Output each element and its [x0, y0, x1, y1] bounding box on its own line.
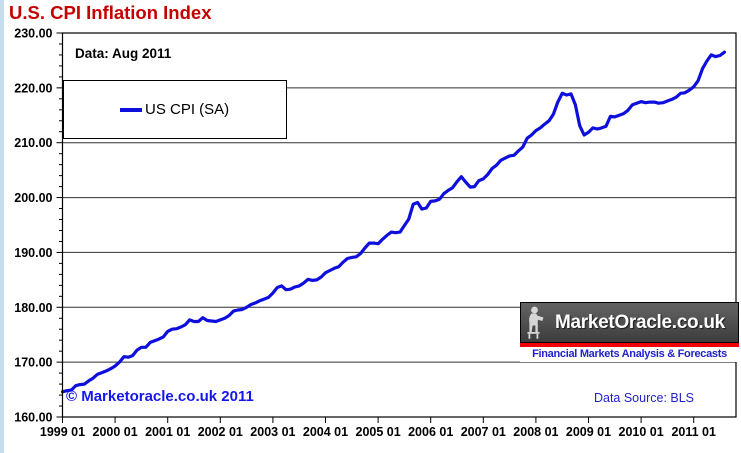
y-tick-label: 230.00: [14, 27, 52, 41]
data-source-label: Data Source: BLS: [593, 391, 695, 405]
y-tick-label: 180.00: [14, 301, 52, 315]
y-gridlines: [62, 87, 736, 363]
chart-title: U.S. CPI Inflation Index: [9, 2, 212, 23]
x-tick-label: 2001 01: [145, 425, 190, 439]
logo-tagline: Financial Markets Analysis & Forecasts: [520, 347, 739, 362]
y-tick-labels: 230.00 220.00 210.00 200.00 190.00 180.00 170.…: [14, 27, 52, 425]
copyright-text: © Marketoracle.co.uk 2011: [66, 388, 254, 405]
data-note: Data: Aug 2011: [75, 46, 172, 61]
logo-site-name: MarketOracle.co.uk: [555, 311, 725, 333]
y-tick-label: 170.00: [14, 356, 52, 370]
y-tick-label: 190.00: [14, 246, 52, 260]
axis-frame: [61, 32, 737, 418]
x-tick-label: 2008 01: [513, 425, 558, 439]
x-ticks: [62, 417, 695, 423]
y-ticks: [56, 32, 63, 418]
y-tick-label: 220.00: [14, 81, 52, 95]
oracle-figure-icon: [527, 306, 544, 339]
legend-line-sample-icon: [120, 107, 142, 112]
x-tick-label: 2009 01: [566, 425, 611, 439]
x-tick-label: 2002 01: [198, 425, 243, 439]
x-tick-label: 2000 01: [93, 425, 138, 439]
legend-box: US CPI (SA): [63, 80, 287, 139]
logo-red-stripe-icon: [520, 343, 739, 347]
marketoracle-logo: MarketOracle.co.uk Financial Markets Ana…: [520, 302, 739, 362]
x-tick-label: 2006 01: [408, 425, 453, 439]
x-tick-label: 2010 01: [619, 425, 664, 439]
y-tick-label: 210.00: [14, 136, 52, 150]
y-tick-label: 160.00: [14, 411, 52, 425]
legend-label: US CPI (SA): [145, 101, 230, 118]
x-tick-labels: 1999 01 2000 01 2001 01 2002 01 2003 01 2004 …: [40, 425, 716, 439]
y-tick-label: 200.00: [14, 191, 52, 205]
x-tick-label: 2007 01: [461, 425, 506, 439]
x-tick-label: 1999 01: [40, 425, 85, 439]
x-tick-label: 2011 01: [671, 425, 716, 439]
x-tick-label: 2003 01: [250, 425, 295, 439]
x-tick-label: 2004 01: [303, 425, 348, 439]
logo-banner: MarketOracle.co.uk: [520, 302, 739, 343]
left-edge-strip: [0, 0, 4, 453]
cpi-data-line: [60, 50, 727, 394]
x-tick-label: 2005 01: [356, 425, 401, 439]
